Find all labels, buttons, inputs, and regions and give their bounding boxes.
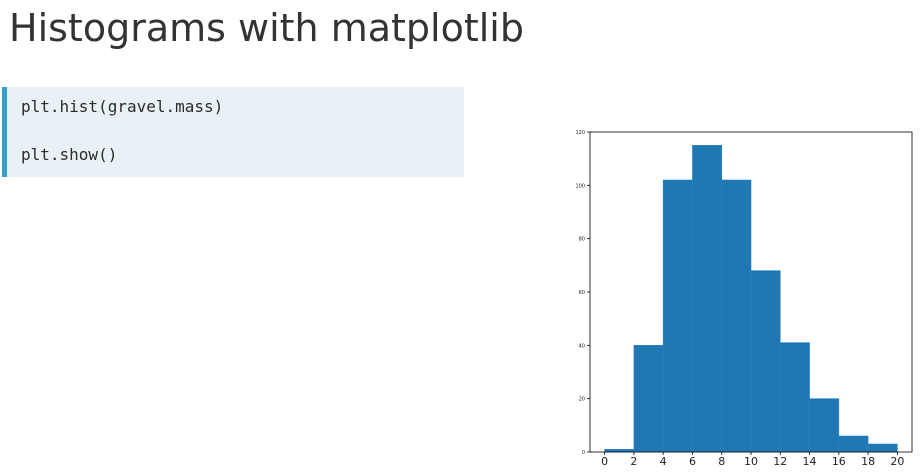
histogram-bar-1 [633,345,664,453]
histogram-chart: 0 20 40 60 80 100 120 0 2 4 6 8 10 12 14 16 18 20 [560,124,916,470]
histogram-bar-9 [867,443,898,453]
x-tick-label-6: 12 [773,455,787,468]
histogram-bar-5 [750,270,781,453]
code-line-hist: plt.hist(gravel.mass) [21,97,224,116]
y-tick-label-5: 100 [575,183,585,189]
x-tick-label-4: 8 [718,455,725,468]
y-tick-label-2: 40 [579,343,585,349]
x-tick-label-1: 2 [630,455,637,468]
histogram-bar-2 [662,179,693,453]
histogram-bar-8 [838,435,869,453]
x-tick-label-0: 0 [601,455,608,468]
histogram-svg: 0 20 40 60 80 100 120 0 2 4 6 8 10 12 14 16 18 20 [575,130,913,468]
x-tick-label-10: 20 [890,455,904,468]
y-tick-label-3: 60 [579,290,585,296]
y-tick-label-4: 80 [579,237,585,243]
x-tick-label-9: 18 [861,455,875,468]
x-tick-label-2: 4 [660,455,667,468]
x-tick-label-3: 6 [689,455,696,468]
x-tick-label-8: 16 [832,455,846,468]
x-tick-label-7: 14 [803,455,817,468]
histogram-bar-4 [721,179,752,453]
x-tick-label-5: 10 [744,455,758,468]
y-tick-label-1: 20 [579,397,585,403]
y-tick-label-6: 120 [575,130,585,136]
y-tick-label-0: 0 [582,450,585,456]
histogram-bar-7 [809,398,840,453]
histogram-bar-3 [692,145,723,453]
code-block: plt.hist(gravel.mass) plt.show() [2,87,464,177]
code-line-show: plt.show() [21,145,118,164]
histogram-bar-6 [779,342,810,453]
slide-title: Histograms with matplotlib [9,6,524,50]
